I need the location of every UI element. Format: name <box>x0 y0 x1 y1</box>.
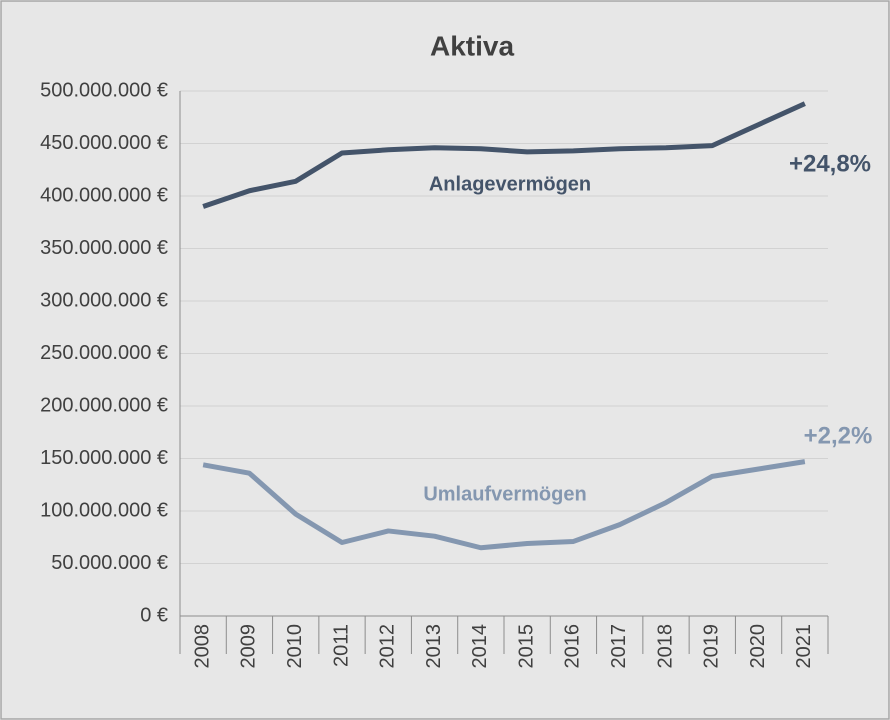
y-tick-label: 200.000.000 € <box>40 394 168 416</box>
y-tick-label: 0 € <box>140 604 168 626</box>
x-tick-label: 2016 <box>562 624 584 669</box>
series-label: Anlagevermögen <box>429 173 591 195</box>
x-tick-label: 2009 <box>238 624 260 669</box>
x-tick-label: 2014 <box>469 624 491 669</box>
x-tick-label: 2018 <box>654 624 676 669</box>
y-tick-label: 300.000.000 € <box>40 289 168 311</box>
y-tick-label: 500.000.000 € <box>40 79 168 101</box>
y-tick-label: 100.000.000 € <box>40 499 168 521</box>
x-tick-label: 2010 <box>284 624 306 669</box>
y-tick-label: 400.000.000 € <box>40 184 168 206</box>
x-tick-label: 2019 <box>701 624 723 669</box>
y-tick-label: 250.000.000 € <box>40 342 168 364</box>
x-tick-label: 2013 <box>423 624 445 669</box>
series-label: Umlaufvermögen <box>423 483 586 505</box>
series-line <box>202 459 806 551</box>
x-tick-label: 2020 <box>747 624 769 669</box>
annotation: +2,2% <box>804 422 873 449</box>
x-tick-label: 2015 <box>515 624 537 669</box>
x-tick-label: 2021 <box>793 624 815 669</box>
x-tick-label: 2017 <box>608 624 630 669</box>
y-tick-label: 150.000.000 € <box>40 447 168 469</box>
x-tick-label: 2012 <box>377 624 399 669</box>
annotation: +24,8% <box>789 150 871 177</box>
y-tick-label: 350.000.000 € <box>40 237 168 259</box>
x-tick-label: 2008 <box>191 624 213 669</box>
y-tick-label: 50.000.000 € <box>51 552 168 574</box>
y-tick-label: 450.000.000 € <box>40 132 168 154</box>
chart-title: Aktiva <box>430 30 514 61</box>
x-tick-label: 2011 <box>330 624 352 667</box>
series-line <box>202 101 806 209</box>
